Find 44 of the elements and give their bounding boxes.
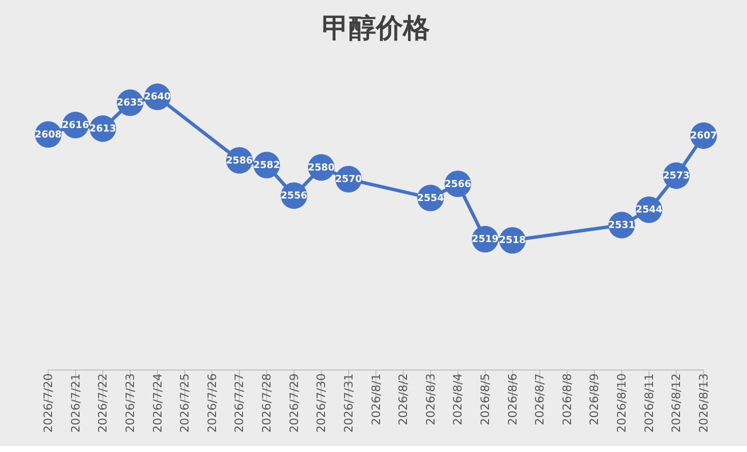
data-label: 2570	[335, 174, 362, 186]
data-label: 2573	[662, 170, 690, 182]
data-label: 2582	[253, 160, 280, 171]
x-tick-label: 2026/7/30	[314, 373, 328, 433]
data-label: 2519	[472, 234, 499, 246]
x-tick-label: 2026/8/3	[423, 373, 438, 426]
chart-title: 甲醇价格	[322, 12, 430, 44]
x-tick-label: 2026/8/12	[669, 373, 684, 433]
x-tick-label: 2026/7/24	[150, 373, 164, 433]
x-tick-label: 2026/8/5	[478, 373, 492, 426]
x-tick-label: 2026/7/26	[204, 373, 219, 433]
data-label: 2531	[608, 220, 636, 231]
x-tick-label: 2026/8/9	[587, 373, 602, 426]
data-label: 2616	[62, 120, 90, 131]
data-label: 2586	[226, 155, 254, 166]
data-label: 2608	[34, 129, 62, 140]
x-tick-label: 2026/7/21	[68, 373, 82, 433]
x-tick-label: 2026/8/6	[505, 373, 520, 426]
data-label: 2554	[417, 192, 444, 204]
x-tick-label: 2026/8/4	[450, 373, 465, 426]
x-tick-label: 2026/8/2	[396, 373, 410, 426]
data-label: 2566	[444, 178, 472, 190]
x-tick-label: 2026/8/11	[642, 373, 656, 433]
x-tick-label: 2026/7/29	[286, 373, 301, 433]
x-tick-label: 2026/8/1	[368, 373, 383, 426]
data-label: 2556	[280, 190, 308, 202]
data-label: 2607	[690, 130, 718, 142]
data-label: 2640	[144, 92, 172, 103]
x-tick-label: 2026/7/28	[260, 373, 274, 433]
x-tick-label: 2026/7/22	[96, 373, 110, 433]
x-tick-label: 2026/7/27	[232, 373, 246, 433]
data-label: 2635	[116, 98, 144, 109]
x-tick-label: 2026/8/13	[696, 373, 710, 433]
x-tick-label: 2026/7/23	[122, 373, 137, 433]
x-tick-label: 2026/7/31	[341, 373, 356, 433]
x-tick-label: 2026/8/7	[532, 373, 547, 426]
data-label: 2580	[308, 162, 335, 174]
data-label: 2518	[499, 235, 526, 246]
data-label: 2613	[89, 123, 116, 134]
x-tick-label: 2026/8/10	[614, 373, 629, 433]
x-tick-label: 2026/7/25	[178, 373, 192, 433]
x-tick-label: 2026/7/20	[41, 373, 56, 433]
x-tick-label: 2026/8/8	[560, 373, 574, 426]
data-label: 2544	[636, 204, 663, 216]
